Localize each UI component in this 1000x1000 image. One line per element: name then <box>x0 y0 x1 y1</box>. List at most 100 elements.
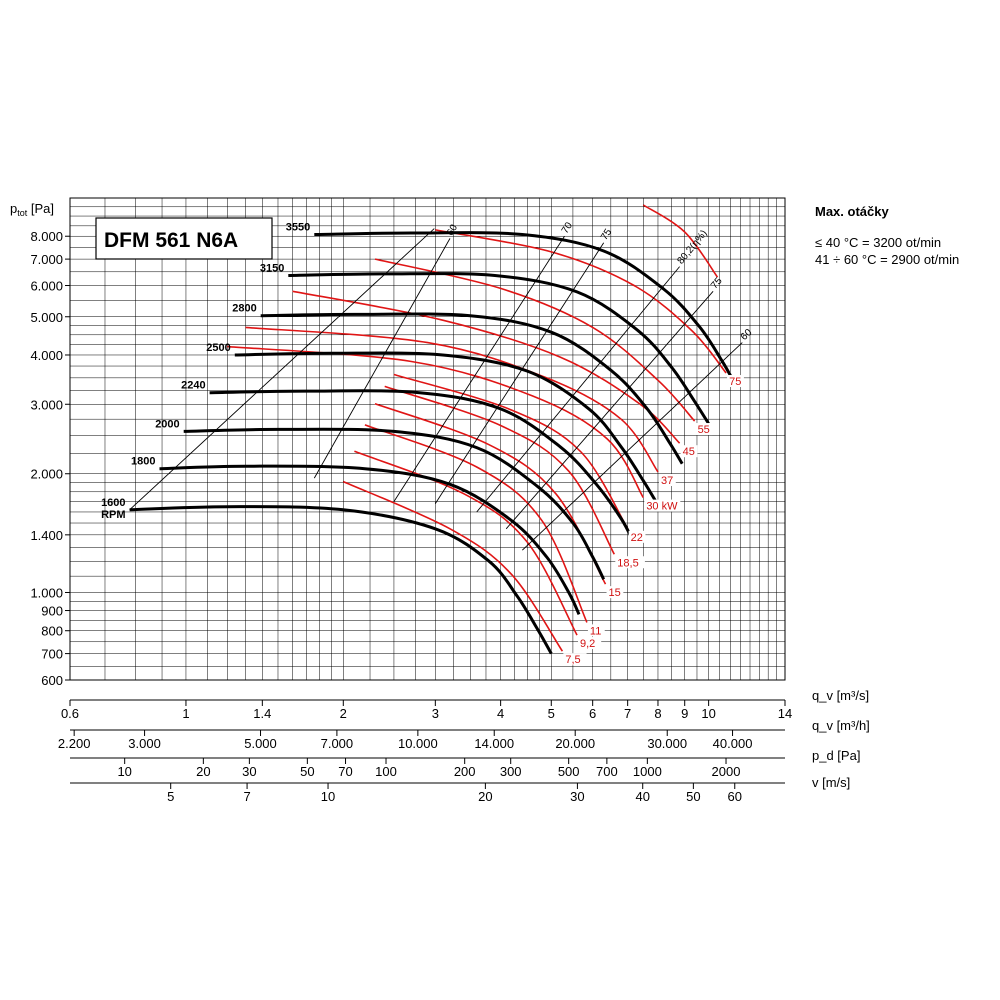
axis-tick-label: 2000 <box>712 764 741 779</box>
axis-tick-label: 30 <box>242 764 256 779</box>
power-label: 30 kW <box>646 501 678 513</box>
power-label-bg <box>628 530 646 543</box>
axis-name: q_v [m³/h] <box>812 718 870 733</box>
power-curve <box>642 204 719 278</box>
axis-tick-label: 200 <box>454 764 476 779</box>
rpm-label: 2800 <box>232 303 256 315</box>
axis-tick-label: 3 <box>432 706 439 721</box>
power-label-bg <box>680 445 698 458</box>
axis-tick-label: 20 <box>196 764 210 779</box>
power-label-bg <box>658 474 676 487</box>
efficiency-line <box>521 342 743 551</box>
power-label-bg <box>606 586 624 599</box>
axis-tick-label: 40 <box>635 789 649 804</box>
power-label: 45 <box>683 446 695 458</box>
power-label: 9,2 <box>580 638 595 650</box>
axis-tick-label: 30 <box>570 789 584 804</box>
axis-tick-label: 70 <box>338 764 352 779</box>
power-curve <box>354 450 578 636</box>
axis-tick-label: 300 <box>500 764 522 779</box>
power-label: 11 <box>590 625 601 637</box>
axis-tick-label: 7 <box>243 789 250 804</box>
axis-tick-label: 7.000 <box>321 736 354 751</box>
speed-curve <box>260 312 684 465</box>
axis-tick-label: 5 <box>167 789 174 804</box>
y-tick-label: 600 <box>41 673 63 688</box>
power-curve <box>342 480 564 652</box>
speed-curve <box>129 505 553 655</box>
axis-tick-label: 700 <box>596 764 618 779</box>
rpm-label: 1800 <box>131 456 155 468</box>
axis-tick-label: 0.6 <box>61 706 79 721</box>
max-speed-line-60c: 41 ÷ 60 °C = 2900 ot/min <box>815 252 960 267</box>
power-label: 22 <box>631 532 643 544</box>
efficiency-line <box>476 266 680 513</box>
rpm-baseline <box>129 228 435 511</box>
rpm-label: 2000 <box>155 418 179 430</box>
axis-tick-label: 1000 <box>633 764 662 779</box>
max-speed-line-40c: ≤ 40 °C = 3200 ot/min <box>815 235 942 250</box>
power-label: 18,5 <box>617 557 638 569</box>
y-tick-label: 5.000 <box>30 310 63 325</box>
power-label-bg <box>644 499 681 512</box>
y-tick-label: 3.000 <box>30 397 63 412</box>
y-axis-label: ptot [Pa] <box>10 201 54 218</box>
max-speed-note: Max. otáčky ≤ 40 °C = 3200 ot/min 41 ÷ 6… <box>815 203 995 268</box>
axis-tick-label: 1 <box>182 706 189 721</box>
efficiency-line <box>393 235 565 502</box>
axis-tick-label: 100 <box>375 764 397 779</box>
axis-tick-label: 40.000 <box>713 736 753 751</box>
chart-title: DFM 561 N6A <box>104 229 238 252</box>
axis-tick-label: 2 <box>340 706 347 721</box>
axis-tick-label: 20 <box>478 789 492 804</box>
rpm-label: 2240 <box>181 380 205 392</box>
axis-tick-label: 60 <box>728 789 742 804</box>
efficiency-line <box>313 238 451 479</box>
y-tick-label: 700 <box>41 647 63 662</box>
axis-tick-label: 7 <box>624 706 631 721</box>
power-curve <box>374 402 607 585</box>
y-tick-label: 800 <box>41 624 63 639</box>
rpm-unit-label: RPM <box>101 509 125 521</box>
power-label-bg <box>587 624 605 637</box>
y-tick-label: 7.000 <box>30 252 63 267</box>
axis-tick-label: 50 <box>300 764 314 779</box>
axis-name: v [m/s] <box>812 775 850 790</box>
y-tick-label: 6.000 <box>30 279 63 294</box>
axis-tick-label: 10 <box>321 789 335 804</box>
efficiency-label: 60 <box>445 222 460 237</box>
power-label-bg <box>695 423 713 436</box>
rpm-label: 1600 <box>101 497 125 509</box>
rpm-label: 3150 <box>260 263 284 275</box>
axis-tick-label: 1.4 <box>253 706 271 721</box>
power-curve <box>393 373 629 530</box>
title-box <box>95 217 273 260</box>
rpm-label: 3550 <box>286 222 310 234</box>
axis-tick-label: 50 <box>686 789 700 804</box>
power-label: 7,5 <box>565 654 580 666</box>
y-tick-label: 900 <box>41 604 63 619</box>
power-label-bg <box>563 653 587 666</box>
power-label-bg <box>578 637 602 650</box>
plot-frame <box>69 197 786 681</box>
power-label: 15 <box>609 587 621 599</box>
axis-tick-label: 10 <box>701 706 715 721</box>
axis-tick-label: 3.000 <box>128 736 161 751</box>
power-label: 75 <box>729 376 741 388</box>
axis-tick-label: 8 <box>654 706 661 721</box>
axis-tick-label: 6 <box>589 706 596 721</box>
power-curve <box>384 385 616 555</box>
axis-name: p_d [Pa] <box>812 748 860 763</box>
rpm-label: 2500 <box>206 342 230 354</box>
speed-curve <box>234 351 658 504</box>
y-tick-label: 1.000 <box>30 585 63 600</box>
max-speed-title: Max. otáčky <box>815 204 889 219</box>
power-curve <box>435 229 727 374</box>
speed-curves <box>129 231 736 655</box>
speed-curve <box>314 231 736 384</box>
efficiency-label: 75 <box>709 275 725 291</box>
axis-name: q_v [m³/s] <box>812 688 869 703</box>
efficiency-label: 75 <box>599 227 615 243</box>
chart-grid <box>69 197 786 681</box>
